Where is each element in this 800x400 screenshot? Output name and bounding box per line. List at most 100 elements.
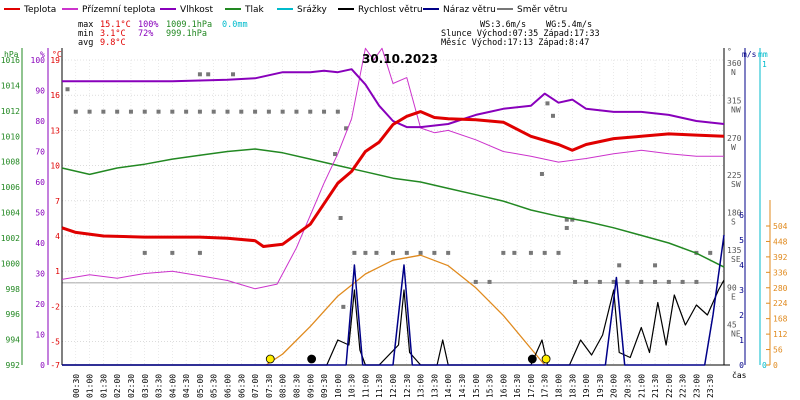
x-tick-label: 19:30 [596, 374, 605, 398]
wind-dir-point [73, 109, 78, 114]
x-tick-label: 02:00 [113, 374, 122, 398]
ms-tick-label: 3 [739, 286, 744, 295]
dir-tick-compass: SW [731, 180, 741, 189]
c-tick-label: 1 [55, 267, 60, 276]
stat-temp: 9.8°C [100, 38, 126, 48]
hpa-tick-label: 1002 [1, 234, 20, 243]
x-tick-label: 01:30 [99, 374, 108, 398]
hpa-tick-label: 1016 [1, 56, 20, 65]
x-tick-label: 02:30 [127, 374, 136, 398]
marker-sunrise [265, 354, 275, 364]
ms-tick-label: 4 [739, 261, 744, 270]
x-tick-label: 13:30 [430, 374, 439, 398]
ms-tick-label: 5 [739, 236, 744, 245]
x-tick-label: 20:00 [610, 374, 619, 398]
wind-dir-point [197, 250, 202, 255]
dir-tick-label: 180 [727, 209, 742, 218]
wind-dir-point [197, 109, 202, 114]
chart-header: 30.10.2023 Teplota Přízemní teplota Vlhkost… [4, 5, 600, 66]
hpa-tick-label: 1008 [1, 158, 20, 167]
x-tick-label: 23:00 [692, 374, 701, 398]
wind-dir-point [617, 263, 622, 268]
wind-dir-point [473, 279, 478, 284]
wind-dir-point [501, 250, 506, 255]
x-tick-label: 03:00 [141, 374, 150, 398]
wind-dir-point [333, 152, 338, 157]
x-tick-label: 20:30 [623, 374, 632, 398]
legend-item: Rychlost větru [358, 5, 423, 15]
sun-tick-label: 448 [773, 237, 788, 246]
x-tick-label: 06:30 [237, 374, 246, 398]
stat-rain: 0.0mm [222, 20, 248, 30]
chart-grid [62, 59, 724, 366]
hpa-tick-label: 994 [6, 336, 21, 345]
c-tick-label: 10 [50, 162, 60, 171]
c-tick-label: 16 [50, 91, 60, 100]
x-tick-label: 05:00 [196, 374, 205, 398]
series-line-teplota [61, 110, 725, 248]
wind-dir-point [197, 72, 202, 77]
marker-moonset [307, 354, 317, 364]
dir-tick-label: 270 [727, 134, 742, 143]
x-tick-label: 07:30 [265, 374, 274, 398]
hpa-unit-label: hPa [4, 50, 19, 59]
dir-tick-label: 315 [727, 96, 742, 105]
stat-wind-speed: WS:3.6m/s [480, 20, 526, 30]
wind-dir-point [322, 109, 327, 114]
x-tick-label: 11:30 [375, 374, 384, 398]
legend-item: Vlhkost [180, 5, 213, 15]
wind-dir-point [542, 250, 547, 255]
wind-dir-point [391, 250, 395, 255]
wind-dir-point [87, 109, 92, 114]
wind-dir-point [446, 250, 451, 255]
wind-dir-point [170, 250, 175, 255]
dir-tick-compass: NE [731, 330, 741, 339]
wind-dir-point [239, 109, 244, 114]
x-tick-label: 08:30 [292, 374, 301, 398]
wind-dir-point [352, 250, 357, 255]
wind-dir-point [142, 250, 147, 255]
c-tick-label: -7 [50, 361, 60, 370]
sun-tick-label: 504 [773, 222, 788, 231]
wind-dir-point [564, 225, 569, 230]
wind-dir-point [65, 87, 70, 92]
wind-dir-point [253, 109, 258, 114]
hpa-tick-label: 992 [6, 361, 21, 370]
x-tick-label: 00:30 [72, 374, 81, 398]
legend-item: Náraz větru [443, 5, 496, 15]
wind-dir-point [639, 279, 644, 284]
stat-press: 1009.1hPa [166, 20, 212, 30]
hpa-tick-label: 998 [6, 285, 21, 294]
hpa-tick-label: 1004 [1, 209, 20, 218]
stat-temp: 15.1°C [100, 20, 131, 30]
legend-item: Teplota [23, 5, 56, 15]
wind-dir-point [570, 217, 575, 222]
dir-tick-label: 360 [727, 59, 742, 68]
series-line-vlhkost [62, 68, 725, 129]
wind-dir-point [708, 250, 713, 255]
x-axis-title: čas [732, 370, 747, 380]
dir-tick-label: 135 [727, 246, 742, 255]
x-tick-label: 10:00 [334, 374, 343, 398]
sun-tick-label: 280 [773, 284, 788, 293]
sun-tick-label: 392 [773, 253, 788, 262]
c-tick-label: 4 [55, 232, 60, 241]
x-tick-label: 17:00 [527, 374, 536, 398]
x-tick-label: 09:00 [306, 374, 315, 398]
x-tick-label: 22:30 [679, 374, 688, 398]
wind-dir-point [231, 72, 236, 77]
rain-tick-label: 1 [762, 60, 767, 69]
series-line-n-raz-v-tru [62, 234, 725, 366]
wind-dir-point [335, 109, 340, 114]
x-tick-label: 10:30 [348, 374, 357, 398]
pct-unit-label: % [40, 50, 45, 59]
ms-tick-label: 2 [739, 311, 744, 320]
wind-dir-point [115, 109, 120, 114]
x-tick-label: 11:00 [361, 374, 370, 398]
dir-tick-compass: S [731, 218, 736, 227]
series-line-rychlost-v-tru [62, 279, 725, 366]
x-tick-label: 09:30 [320, 374, 329, 398]
hpa-tick-label: 1014 [1, 81, 20, 90]
x-tick-label: 21:00 [637, 374, 646, 398]
wind-dir-point [528, 250, 533, 255]
